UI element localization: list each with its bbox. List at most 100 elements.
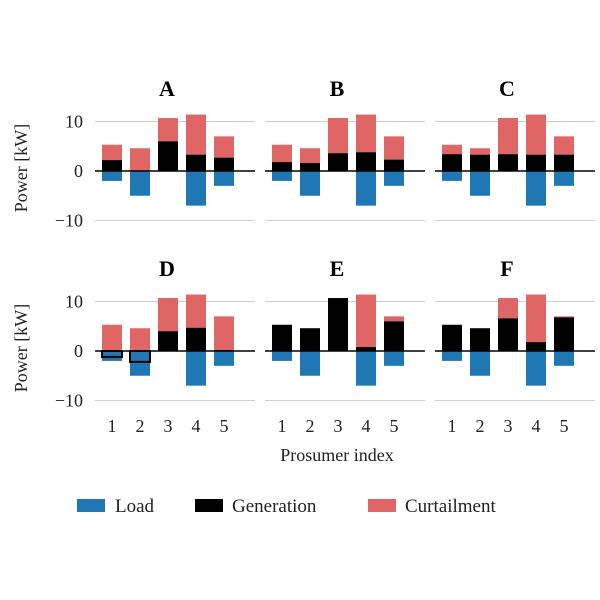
generation-bar (442, 154, 462, 171)
generation-bar (498, 154, 518, 171)
curtailment-bar (328, 118, 348, 154)
y-axis-label: Power [kW] (11, 124, 31, 212)
generation-bar (526, 342, 546, 351)
load-bar (272, 351, 292, 361)
generation-bar (356, 152, 376, 171)
curtailment-bar (272, 144, 292, 163)
generation-bar (470, 328, 490, 351)
panel-a: A −10 0 10 Power [kW] (11, 76, 255, 231)
x-tick-label: 4 (532, 416, 541, 436)
generation-bar (158, 331, 178, 351)
generation-bar (328, 298, 348, 351)
legend-label: Generation (232, 496, 317, 517)
generation-bar (384, 159, 404, 171)
curtailment-bar (526, 294, 546, 343)
load-bar (186, 171, 206, 206)
curtailment-bar (526, 114, 546, 155)
load-bar (214, 351, 234, 366)
load-bar (130, 351, 150, 376)
y-tick-label: 10 (65, 112, 83, 132)
curtailment-bar (186, 114, 206, 155)
load-bar (356, 171, 376, 206)
load-bar (554, 351, 574, 366)
generation-bar (498, 318, 518, 351)
x-tick-label: 1 (278, 416, 287, 436)
generation-bar (300, 328, 320, 351)
panel-f: F 1 2 3 4 5 (435, 256, 595, 436)
legend-swatch-2 (368, 499, 396, 512)
generation-bar (554, 317, 574, 351)
panel-e: E 1 2 3 4 5 (265, 256, 425, 436)
legend: Load Generation Curtailment (77, 496, 496, 517)
curtailment-bar (470, 148, 490, 155)
curtailment-bar (554, 136, 574, 155)
legend-label: Curtailment (405, 496, 496, 517)
curtailment-bar (442, 144, 462, 155)
generation-bar (186, 327, 206, 351)
x-tick-label: 1 (448, 416, 457, 436)
load-bar (554, 171, 574, 186)
x-tick-label: 3 (164, 416, 173, 436)
y-tick-label: 0 (74, 341, 83, 361)
load-bar (300, 171, 320, 196)
generation-bar (356, 347, 376, 351)
curtailment-bar (130, 328, 150, 351)
x-tick-label: 5 (560, 416, 569, 436)
panel-title: D (159, 256, 175, 281)
generation-bar (272, 162, 292, 171)
x-tick-label: 2 (136, 416, 145, 436)
y-tick-label: 10 (65, 292, 83, 312)
curtailment-bar (356, 114, 376, 153)
x-tick-label: 2 (306, 416, 315, 436)
curtailment-bar (498, 118, 518, 155)
generation-bar (384, 321, 404, 351)
legend-swatch-0 (77, 499, 105, 512)
generation-bar (328, 153, 348, 171)
x-tick-label: 1 (108, 416, 117, 436)
panel-b: B (265, 76, 425, 221)
x-tick-label: 4 (362, 416, 371, 436)
load-bar (102, 171, 122, 181)
legend-label: Load (115, 496, 155, 517)
curtailment-bar (102, 144, 122, 161)
generation-bar (102, 160, 122, 171)
x-tick-label: 5 (390, 416, 399, 436)
load-bar (442, 351, 462, 361)
curtailment-bar (214, 136, 234, 158)
curtailment-bar (554, 316, 574, 318)
generation-bar (442, 324, 462, 351)
curtailment-bar (130, 148, 150, 171)
legend-swatch-1 (195, 499, 223, 512)
curtailment-bar (384, 316, 404, 322)
load-bar (384, 171, 404, 186)
load-bar (130, 171, 150, 196)
curtailment-bar (356, 294, 376, 348)
curtailment-bar (158, 118, 178, 142)
y-axis-label: Power [kW] (11, 304, 31, 392)
load-bar (442, 171, 462, 181)
generation-bar (158, 141, 178, 171)
curtailment-bar (158, 298, 178, 332)
panel-c: C (435, 76, 595, 221)
curtailment-bar (384, 136, 404, 160)
load-bar (214, 171, 234, 186)
load-bar (300, 351, 320, 376)
panel-title: F (500, 256, 513, 281)
panel-title: E (330, 256, 345, 281)
panel-d: D −10 0 10 Power [kW] 1 2 3 4 5 (11, 256, 255, 436)
x-tick-label: 2 (476, 416, 485, 436)
generation-bar (300, 163, 320, 171)
x-tick-label: 3 (334, 416, 343, 436)
load-bar (470, 171, 490, 196)
curtailment-bar (498, 298, 518, 319)
curtailment-bar (300, 148, 320, 164)
load-bar (470, 351, 490, 376)
curtailment-bar (186, 294, 206, 328)
generation-bar (186, 154, 206, 171)
load-bar (384, 351, 404, 366)
panel-title: C (499, 76, 515, 101)
load-bar (186, 351, 206, 386)
panel-title: A (159, 76, 175, 101)
load-bar (272, 171, 292, 181)
